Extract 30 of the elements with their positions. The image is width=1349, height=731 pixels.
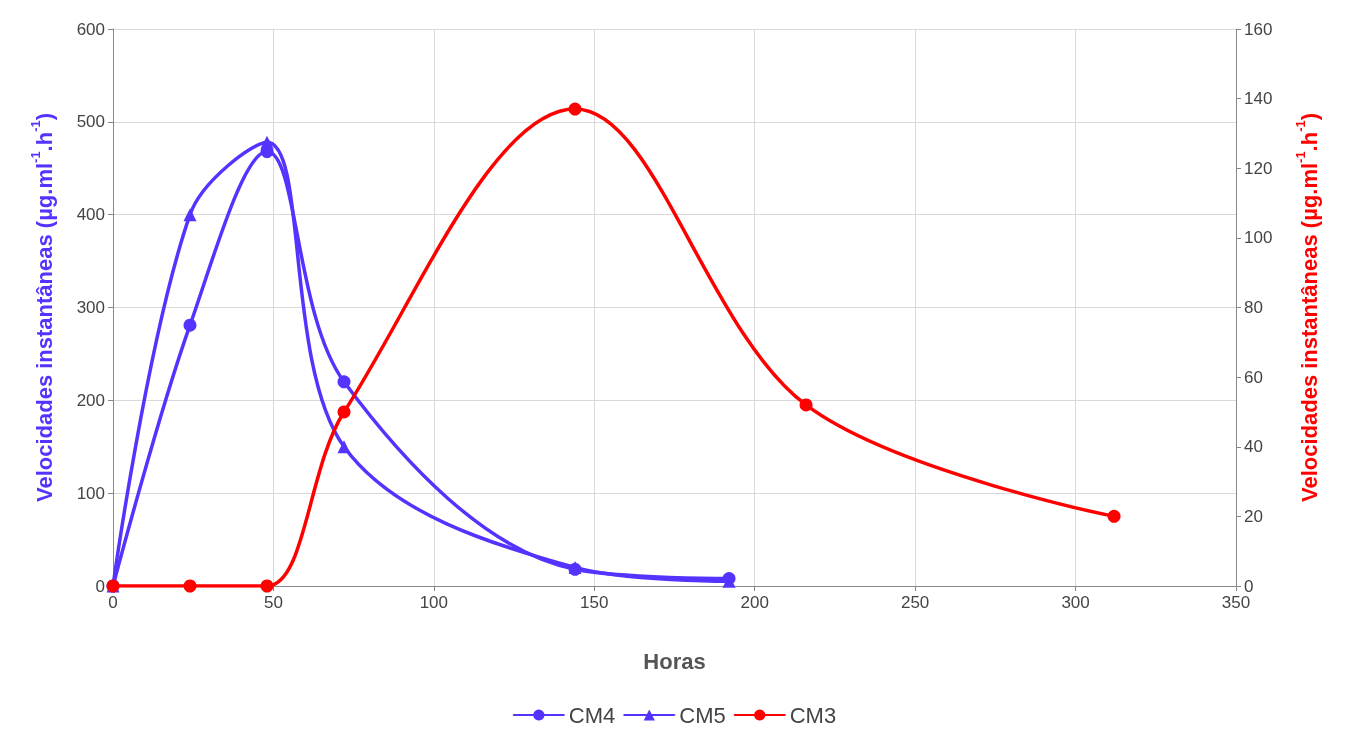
y2-tick-label: 80 (1244, 298, 1263, 317)
y-tick-label: 400 (76, 205, 105, 225)
y2-tick-label: 140 (1244, 89, 1273, 109)
x-tick-label: 250 (900, 593, 930, 612)
y2-tick-label: 0 (1244, 576, 1254, 596)
x-axis-title: Horas (643, 648, 706, 674)
y-tick-label: 600 (76, 19, 105, 39)
y-tick-label: 500 (76, 112, 105, 132)
y2-axis-title: Velocidades instantâneas (µg.ml-1.h-1) (1293, 112, 1322, 503)
x-tick-label: 300 (1061, 593, 1090, 612)
legend-label: CM4 (568, 702, 616, 728)
y2-tick-label: 60 (1244, 367, 1263, 387)
y2-tick-label: 40 (1244, 437, 1263, 457)
y-axis-title: Velocidades instantâneas (µg.ml-1.h-1) (28, 112, 57, 503)
x-tick-label: 350 (1221, 593, 1251, 612)
y-tick-label: 100 (76, 483, 105, 503)
legend-label: CM5 (679, 702, 726, 728)
x-tick-label: 200 (740, 593, 769, 612)
y2-tick-label: 160 (1244, 19, 1273, 39)
y2-tick-label: 20 (1244, 506, 1263, 526)
y-tick-label: 300 (76, 298, 105, 317)
legend-label: CM3 (789, 702, 837, 728)
x-tick-label: 50 (263, 593, 283, 612)
x-tick-label: 0 (108, 593, 118, 612)
y-tick-label: 200 (76, 390, 105, 410)
x-tick-label: 150 (580, 593, 609, 612)
y-tick-label: 0 (95, 576, 105, 596)
x-tick-label: 100 (419, 593, 449, 612)
y2-tick-label: 100 (1244, 228, 1273, 248)
y2-tick-label: 120 (1244, 158, 1273, 178)
